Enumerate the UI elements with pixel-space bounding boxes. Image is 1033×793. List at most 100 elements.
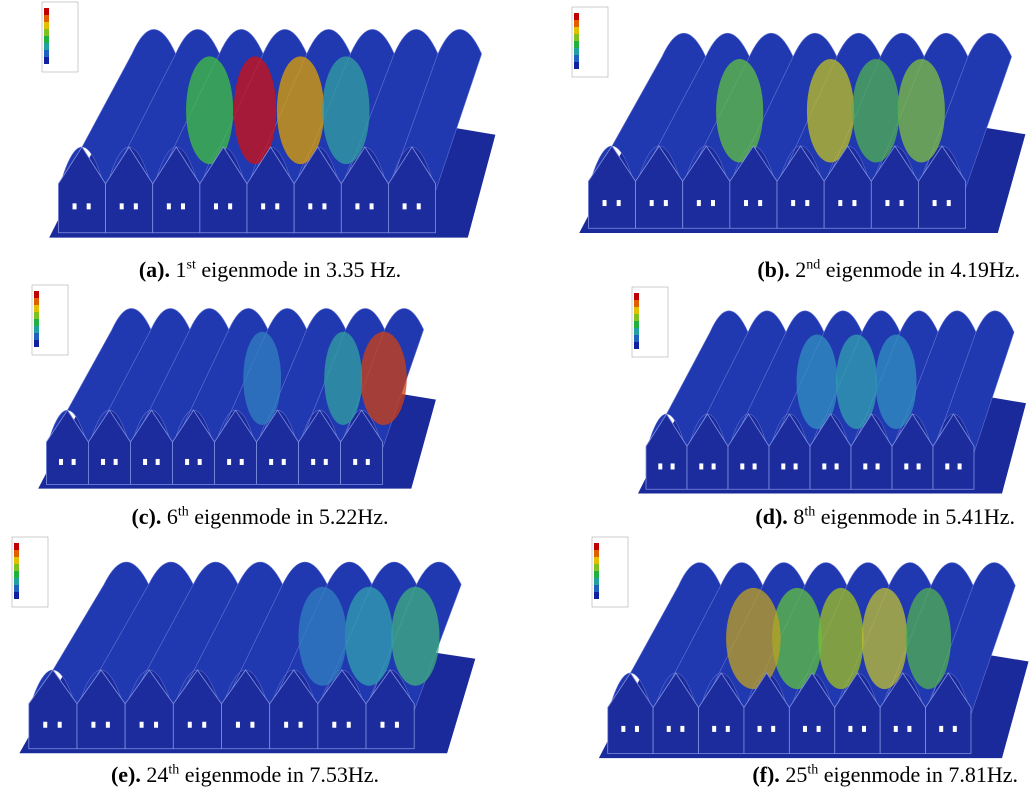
stress-hotspot [906, 588, 951, 689]
stress-hotspot [876, 334, 917, 429]
window [635, 726, 639, 732]
window [658, 463, 662, 469]
fe-model-image [10, 535, 480, 760]
contour-legend [42, 2, 78, 72]
window [322, 203, 326, 209]
window [680, 726, 684, 732]
window [156, 459, 160, 465]
window [953, 726, 957, 732]
window [947, 200, 951, 206]
window [275, 203, 279, 209]
window [726, 726, 730, 732]
ordinal-suffix: th [807, 763, 818, 778]
window [753, 463, 757, 469]
window [120, 203, 124, 209]
stress-hotspot [361, 332, 407, 425]
panel-label: (f). [752, 762, 779, 787]
window [794, 463, 798, 469]
window [939, 726, 943, 732]
window [227, 459, 231, 465]
window [933, 200, 937, 206]
window [781, 463, 785, 469]
window [894, 726, 898, 732]
window [143, 459, 147, 465]
window [771, 726, 775, 732]
window [822, 463, 826, 469]
window [250, 722, 254, 728]
window [284, 722, 288, 728]
window [403, 203, 407, 209]
caption: (b). 2nd eigenmode in 4.19Hz. [757, 257, 1020, 283]
panel-label: (c). [131, 504, 161, 529]
mode-number: 25 [785, 762, 807, 787]
window [712, 463, 716, 469]
window [417, 203, 421, 209]
ordinal-suffix: th [178, 505, 189, 520]
window [214, 203, 218, 209]
caption-text: eigenmode in 7.81Hz. [824, 762, 1018, 787]
window [621, 726, 625, 732]
window [355, 203, 359, 209]
window [805, 200, 809, 206]
window [236, 722, 240, 728]
fe-model-image [30, 283, 440, 495]
window [154, 722, 158, 728]
window [185, 459, 189, 465]
contour-legend [32, 285, 68, 355]
window [261, 203, 265, 209]
window [900, 200, 904, 206]
contour-legend [572, 7, 608, 77]
stress-hotspot [243, 332, 281, 425]
window [228, 203, 232, 209]
fe-model-image [630, 285, 1030, 500]
window [282, 459, 286, 465]
stress-hotspot [726, 588, 780, 689]
window [699, 463, 703, 469]
window [838, 200, 842, 206]
window [114, 459, 118, 465]
window [958, 463, 962, 469]
window [353, 459, 357, 465]
window [803, 726, 807, 732]
window [380, 722, 384, 728]
figure-page: (a). 1st eigenmode in 3.35 Hz.(b). 2nd e… [0, 0, 1033, 793]
ordinal-suffix: th [804, 505, 815, 520]
stress-hotspot [391, 587, 439, 686]
window [876, 463, 880, 469]
mode-number: 24 [146, 762, 168, 787]
window [885, 200, 889, 206]
panel-label: (a). [139, 257, 170, 282]
window [904, 463, 908, 469]
window [140, 722, 144, 728]
window [106, 722, 110, 728]
window [740, 463, 744, 469]
window [181, 203, 185, 209]
window [395, 722, 399, 728]
window [240, 459, 244, 465]
window [817, 726, 821, 732]
contour-legend [12, 537, 48, 607]
fe-model-image [570, 5, 1030, 240]
window [299, 722, 303, 728]
window [59, 459, 63, 465]
window [712, 726, 716, 732]
stress-hotspot [716, 59, 763, 162]
caption: (e). 24th eigenmode in 7.53Hz. [111, 762, 379, 788]
window [852, 200, 856, 206]
window [198, 459, 202, 465]
fe-model-image [40, 0, 500, 245]
stress-hotspot [345, 587, 393, 686]
window [697, 200, 701, 206]
mode-number: 2 [795, 257, 806, 282]
window [188, 722, 192, 728]
window [72, 459, 76, 465]
window [58, 722, 62, 728]
window [671, 463, 675, 469]
contour-legend [592, 537, 628, 607]
window [744, 200, 748, 206]
window [87, 203, 91, 209]
window [324, 459, 328, 465]
window [863, 463, 867, 469]
window [664, 200, 668, 206]
window [758, 726, 762, 732]
